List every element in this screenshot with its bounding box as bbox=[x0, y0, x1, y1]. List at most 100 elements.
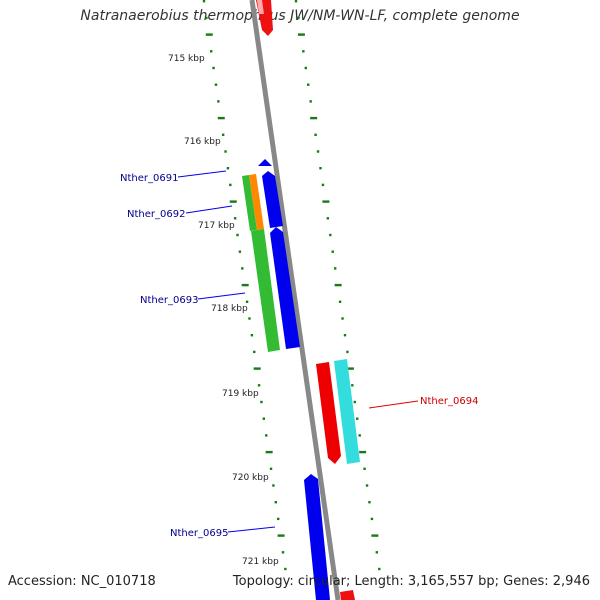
inner-tick-dot bbox=[253, 367, 261, 370]
inner-tick-dot bbox=[245, 300, 249, 303]
inner-tick-dot bbox=[214, 83, 218, 86]
gene-label-0693[interactable]: Nther_0693 bbox=[140, 295, 198, 306]
inner-tick-dot bbox=[205, 16, 208, 20]
outer-tick-dot bbox=[331, 250, 334, 253]
outer-tick-dot bbox=[329, 233, 332, 237]
outer-tick-dot bbox=[351, 384, 354, 387]
leader-0692 bbox=[185, 205, 233, 214]
inner-tick-dot bbox=[272, 484, 275, 487]
genome-backbone bbox=[249, 0, 341, 600]
tick-label-715: 715 kbp bbox=[168, 54, 205, 64]
feature-top-red-pale[interactable] bbox=[257, 0, 264, 14]
gene-0695-blue[interactable] bbox=[304, 474, 330, 600]
inner-tick-dot bbox=[217, 116, 225, 120]
outer-tick-dot bbox=[297, 33, 305, 36]
feature-bottom-red[interactable] bbox=[340, 590, 355, 600]
inner-tick-dot bbox=[260, 400, 263, 404]
inner-tick-dot bbox=[277, 517, 280, 521]
inner-tick-dot bbox=[250, 334, 254, 337]
inner-tick-dot bbox=[229, 183, 232, 187]
tick-label-718: 718 kbp bbox=[211, 304, 248, 314]
leader-0691 bbox=[177, 170, 227, 178]
inner-tick-dot bbox=[265, 450, 273, 454]
inner-tick-dot bbox=[253, 350, 256, 354]
inner-tick-dot bbox=[281, 551, 285, 554]
outer-ring-dots bbox=[294, 0, 381, 571]
outer-tick-dot bbox=[338, 300, 342, 303]
outer-tick-dot bbox=[365, 484, 369, 487]
outer-tick-dot bbox=[297, 16, 300, 20]
gene-0693-blue[interactable] bbox=[270, 227, 300, 349]
inner-tick-dot bbox=[236, 233, 239, 237]
outer-tick-dot bbox=[363, 467, 366, 470]
gene-0694-red[interactable] bbox=[316, 362, 341, 464]
inner-tick-dot bbox=[212, 66, 215, 70]
outer-tick-dot bbox=[326, 217, 330, 220]
inner-tick-dot bbox=[202, 0, 206, 3]
outer-tick-dot bbox=[370, 517, 374, 521]
tick-label-717: 717 kbp bbox=[198, 221, 235, 231]
outer-tick-dot bbox=[346, 367, 354, 370]
leader-0693 bbox=[197, 292, 246, 300]
outer-tick-dot bbox=[375, 551, 379, 554]
gene-label-0692[interactable]: Nther_0692 bbox=[127, 209, 185, 220]
outer-tick-dot bbox=[359, 450, 367, 454]
outer-tick-dot bbox=[316, 150, 320, 153]
outer-tick-dot bbox=[322, 200, 330, 203]
outer-tick-dot bbox=[353, 400, 356, 404]
outer-tick-dot bbox=[378, 567, 381, 571]
gene-0692-orange[interactable] bbox=[249, 174, 264, 230]
gene-0691-blue[interactable] bbox=[262, 171, 283, 228]
gene-0693-green[interactable] bbox=[251, 229, 280, 352]
tick-label-719: 719 kbp bbox=[222, 389, 259, 399]
tick-label-716: 716 kbp bbox=[184, 137, 221, 147]
inner-tick-dot bbox=[233, 217, 237, 220]
leader-0694 bbox=[368, 400, 419, 409]
inner-tick-dot bbox=[269, 467, 273, 470]
gene-0691-feature[interactable] bbox=[258, 159, 272, 166]
genome-summary-text: Topology: circular; Length: 3,165,557 bp… bbox=[232, 574, 590, 589]
inner-tick-dot bbox=[274, 501, 278, 504]
tick-label-721: 721 kbp bbox=[242, 557, 279, 567]
gene-label-0691[interactable]: Nther_0691 bbox=[120, 173, 178, 184]
gene-0692-green[interactable] bbox=[242, 175, 257, 231]
outer-tick-dot bbox=[343, 334, 347, 337]
outer-tick-dot bbox=[294, 0, 298, 3]
outer-tick-dot bbox=[356, 417, 359, 420]
inner-tick-dot bbox=[257, 384, 261, 387]
outer-tick-dot bbox=[304, 66, 307, 70]
inner-tick-dot bbox=[241, 283, 249, 287]
gene-0694-cyan[interactable] bbox=[334, 359, 360, 464]
outer-tick-dot bbox=[341, 317, 344, 320]
outer-tick-dot bbox=[368, 501, 371, 504]
inner-tick-dot bbox=[284, 567, 287, 571]
inner-tick-dot bbox=[217, 100, 220, 103]
tick-label-720: 720 kbp bbox=[232, 473, 269, 483]
inner-tick-dot bbox=[238, 250, 242, 253]
inner-tick-dot bbox=[277, 534, 285, 537]
gene-label-0694[interactable]: Nther_0694 bbox=[420, 396, 478, 407]
outer-tick-dot bbox=[346, 350, 349, 354]
inner-tick-dot bbox=[224, 150, 227, 153]
inner-tick-dot bbox=[229, 200, 237, 203]
inner-ring-dots bbox=[202, 0, 287, 571]
inner-tick-dot bbox=[262, 417, 266, 420]
outer-tick-dot bbox=[358, 434, 361, 437]
gene-label-0695[interactable]: Nther_0695 bbox=[170, 528, 228, 539]
outer-tick-dot bbox=[314, 133, 317, 136]
inner-tick-dot bbox=[205, 33, 213, 36]
outer-tick-dot bbox=[302, 50, 305, 53]
outer-tick-dot bbox=[321, 183, 325, 187]
outer-tick-dot bbox=[319, 167, 322, 170]
inner-tick-dot bbox=[248, 317, 251, 320]
outer-tick-dot bbox=[333, 267, 337, 270]
outer-tick-dot bbox=[309, 100, 312, 103]
inner-tick-dot bbox=[221, 133, 225, 136]
outer-tick-dot bbox=[371, 534, 379, 537]
outer-tick-dot bbox=[307, 83, 310, 86]
outer-tick-dot bbox=[310, 116, 318, 120]
outer-tick-dot bbox=[334, 283, 342, 287]
accession-text: Accession: NC_010718 bbox=[8, 574, 156, 589]
map-title: Natranaerobius thermophilus JW/NM-WN-LF,… bbox=[80, 8, 520, 24]
